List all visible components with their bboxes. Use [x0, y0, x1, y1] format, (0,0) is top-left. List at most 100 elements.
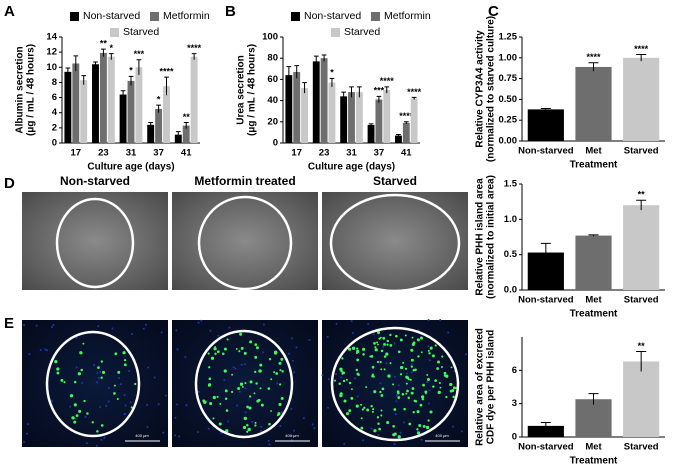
cell-dot — [225, 409, 229, 412]
cell-dot — [113, 392, 116, 395]
cell-dot — [356, 358, 360, 362]
nucleus-dot — [176, 348, 179, 351]
x-tick-label: 23 — [98, 148, 109, 159]
nucleus-dot — [276, 382, 279, 385]
nucleus-dot — [367, 322, 370, 325]
x-tick-label: 23 — [319, 148, 330, 159]
error-bar — [396, 134, 401, 137]
nucleus-dot — [44, 348, 47, 351]
cell-dot — [268, 357, 272, 361]
error-bar — [540, 422, 551, 430]
cell-dot — [75, 414, 79, 418]
scale-label: 400 μm — [285, 433, 299, 438]
cell-dot — [207, 383, 211, 387]
cell-dot — [280, 396, 284, 400]
nucleus-dot — [107, 400, 110, 403]
x-tick-label: Non-starved — [518, 146, 574, 157]
cell-dot — [116, 397, 119, 400]
error-bar — [368, 123, 374, 127]
nucleus-dot — [97, 377, 100, 380]
x-tick-label: Starved — [624, 146, 659, 157]
cell-dot — [249, 395, 252, 398]
cell-dot — [56, 371, 60, 375]
fluorescence-overlay: 400 μm 400 μm 400 μm — [45, 326, 460, 442]
cell-dot — [402, 361, 405, 364]
cell-dot — [450, 366, 453, 369]
cell-dot — [248, 406, 252, 410]
error-bar — [384, 86, 390, 94]
cell-dot — [362, 347, 366, 351]
bar — [527, 109, 564, 141]
y-tick-label: 1.00 — [499, 52, 518, 63]
cell-dot — [361, 408, 364, 411]
nucleus-dot — [321, 374, 324, 377]
fluorescence-image — [322, 320, 468, 447]
cell-dot — [348, 381, 352, 385]
cell-dot — [438, 381, 441, 384]
y-axis-label: Relative CYP3A4 activity — [475, 30, 486, 148]
cell-dot — [430, 346, 433, 349]
cell-dot — [426, 378, 430, 382]
bar — [190, 56, 198, 143]
cell-dot — [383, 342, 386, 346]
cell-dot — [56, 367, 60, 371]
bar — [99, 52, 107, 143]
cell-dot — [240, 346, 244, 350]
y-tick-label: 0 — [273, 138, 278, 149]
cell-dot — [224, 389, 228, 393]
cell-dot — [363, 406, 366, 409]
cell-dot — [365, 386, 368, 389]
cell-dot — [343, 399, 347, 403]
nucleus-dot — [406, 372, 409, 375]
cell-dot — [257, 398, 261, 402]
nucleus-dot — [393, 443, 396, 446]
cell-dot — [100, 376, 103, 379]
nucleus-dot — [176, 403, 179, 406]
cell-dot — [259, 363, 263, 367]
nucleus-dot — [164, 394, 167, 397]
cell-dot — [260, 403, 264, 407]
bar — [623, 57, 660, 141]
cell-dot — [208, 366, 211, 369]
significance: **** — [160, 67, 175, 77]
significance: * — [129, 66, 133, 76]
cell-dot — [275, 372, 279, 375]
significance: ** — [183, 112, 191, 122]
cell-dot — [451, 389, 455, 393]
nucleus-dot — [426, 381, 429, 384]
cell-dot — [351, 346, 356, 350]
error-bar — [128, 75, 134, 86]
y-axis-label: Relative PHH island area — [475, 178, 486, 296]
nucleus-dot — [244, 387, 247, 390]
cell-dot — [114, 352, 118, 356]
bar — [119, 94, 127, 143]
significance: ** — [638, 341, 646, 351]
image-title: Non-starved — [60, 174, 130, 188]
cell-dot — [416, 431, 421, 435]
bar — [328, 82, 336, 143]
nucleus-dot — [403, 421, 406, 424]
nucleus-dot — [162, 431, 165, 434]
cell-dot — [239, 382, 244, 386]
cell-dot — [380, 414, 383, 417]
cell-dot — [408, 422, 412, 426]
error-bar — [636, 53, 647, 62]
bar — [92, 64, 99, 143]
cell-dot — [393, 408, 397, 411]
nucleus-dot — [260, 425, 263, 428]
y-tick-label: 0.50 — [499, 94, 518, 105]
nucleus-dot — [129, 401, 132, 404]
island-outline — [194, 329, 294, 439]
cell-dot — [231, 390, 234, 394]
nucleus-dot — [377, 434, 380, 437]
nucleus-dot — [279, 424, 282, 427]
cell-dot — [350, 396, 354, 400]
x-tick-label: Starved — [624, 295, 659, 306]
nucleus-dot — [460, 430, 463, 433]
cell-dot — [281, 370, 284, 373]
cell-dot — [452, 395, 455, 399]
cell-dot — [434, 344, 437, 347]
x-tick-label: Non-starved — [518, 295, 574, 306]
nucleus-dot — [144, 323, 147, 326]
cell-dot — [273, 351, 278, 355]
